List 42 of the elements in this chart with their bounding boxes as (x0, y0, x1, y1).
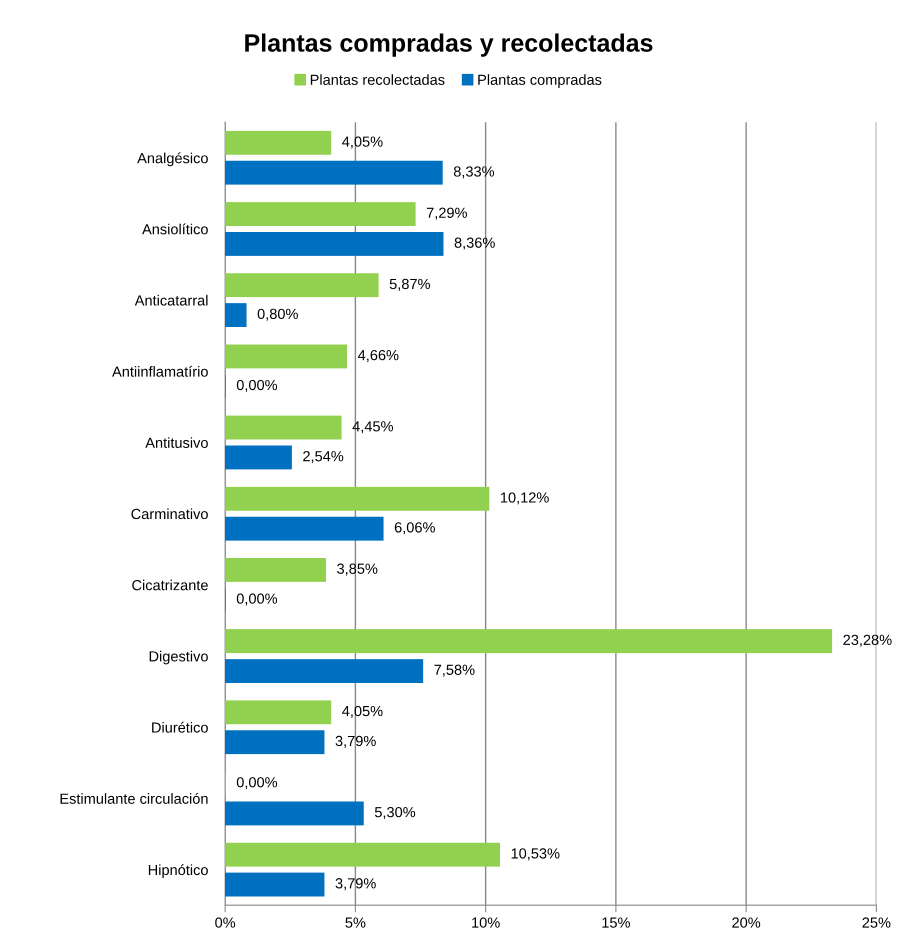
y-tick-label: Hipnótico (148, 864, 208, 878)
y-tick-label: Anticatarral (134, 294, 208, 306)
data-label: 4,05% (342, 136, 383, 148)
data-label: 0,80% (258, 308, 298, 321)
y-tick-label: Antiinflamatírio (112, 366, 208, 377)
data-label: 0,00% (236, 593, 278, 606)
x-tick-label: 0% (215, 917, 236, 928)
y-tick-label: Analgésico (137, 152, 208, 166)
x-tick-label: 25% (862, 917, 890, 928)
chart-title: Plantas compradas y recolectadas (245, 33, 652, 57)
data-label: 23,28% (843, 634, 892, 647)
data-label: 4,45% (352, 421, 394, 434)
data-label: 8,33% (454, 166, 494, 178)
x-tick-label: 5% (345, 917, 366, 928)
x-tick-label: 10% (472, 917, 500, 928)
data-label: 10,12% (500, 492, 549, 504)
y-tick-label: Cicatrizante (132, 580, 208, 590)
y-tick-label: Digestivo (150, 650, 208, 664)
y-tick-label: Carminativo (131, 508, 208, 520)
y-tick-label: Ansiolítico (142, 224, 208, 234)
x-tick-label: 20% (732, 917, 760, 928)
data-label: 10,53% (512, 848, 560, 860)
data-label: 4,05% (342, 706, 383, 718)
data-label: 6,06% (394, 522, 435, 534)
y-tick-label: Diurético (152, 722, 208, 733)
data-label: 3,79% (336, 878, 376, 890)
data-label: 3,85% (337, 564, 378, 576)
y-tick-label: Antitusivo (145, 437, 208, 448)
data-label: 2,54% (303, 451, 344, 464)
data-label: 7,29% (426, 208, 467, 220)
x-tick-label: 15% (602, 917, 630, 928)
y-tick-label: Estimulante circulación (60, 792, 208, 804)
legend-label: Plantas compradas (478, 74, 602, 88)
data-label: 3,79% (336, 736, 376, 748)
data-label: 8,36% (454, 238, 495, 250)
data-label: 5,87% (390, 278, 430, 291)
data-label: 5,30% (374, 806, 416, 820)
data-label: 7,58% (434, 664, 475, 677)
data-label: 0,00% (236, 777, 278, 790)
legend-label: Plantas recolectadas (310, 74, 445, 85)
data-label: 4,66% (358, 350, 398, 362)
data-label: 0,00% (236, 380, 278, 392)
